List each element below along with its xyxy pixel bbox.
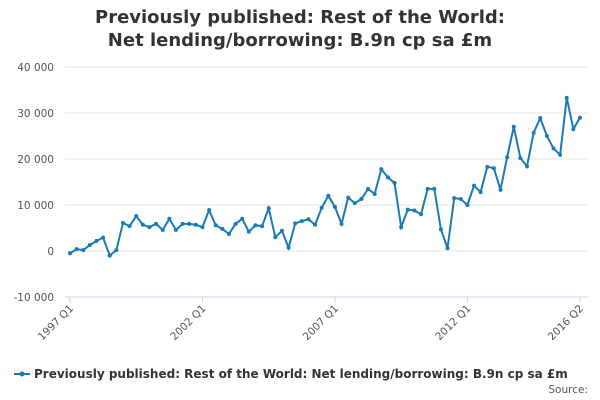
data-point bbox=[419, 212, 424, 217]
data-point bbox=[140, 222, 145, 227]
data-point bbox=[180, 221, 185, 226]
data-point bbox=[346, 195, 351, 200]
data-point bbox=[465, 203, 470, 207]
data-point bbox=[392, 180, 397, 185]
data-point bbox=[213, 223, 218, 228]
data-point bbox=[518, 156, 523, 161]
x-tick-label: 1997 Q1 bbox=[36, 303, 76, 343]
data-point bbox=[485, 164, 490, 169]
series-line bbox=[69, 97, 581, 258]
data-point bbox=[498, 187, 503, 192]
data-point bbox=[246, 229, 251, 234]
data-point bbox=[120, 220, 125, 225]
data-point bbox=[299, 219, 304, 224]
data-point bbox=[544, 134, 549, 138]
data-point bbox=[313, 222, 318, 227]
data-point bbox=[491, 166, 496, 171]
data-point bbox=[74, 247, 79, 252]
data-point bbox=[432, 186, 437, 191]
data-point bbox=[472, 183, 477, 188]
data-point bbox=[405, 207, 410, 212]
data-point bbox=[525, 164, 530, 169]
data-point bbox=[558, 152, 563, 157]
data-point bbox=[134, 214, 139, 219]
data-point bbox=[173, 227, 178, 232]
data-point bbox=[200, 225, 205, 230]
data-point bbox=[564, 95, 569, 100]
data-point bbox=[226, 231, 231, 236]
data-point bbox=[167, 216, 172, 221]
data-point bbox=[279, 228, 284, 233]
data-point bbox=[385, 175, 390, 180]
data-point bbox=[505, 155, 510, 160]
data-point bbox=[478, 190, 483, 195]
data-point bbox=[578, 115, 582, 120]
data-point bbox=[458, 197, 463, 202]
data-point bbox=[452, 196, 457, 201]
y-tick-label: 40 000 bbox=[17, 62, 54, 74]
data-point bbox=[425, 186, 430, 191]
x-tick-label: 2002 Q1 bbox=[168, 303, 208, 343]
data-point bbox=[160, 227, 165, 232]
data-point bbox=[220, 226, 225, 231]
data-point bbox=[445, 246, 450, 251]
data-point bbox=[538, 116, 543, 121]
data-point bbox=[94, 238, 99, 243]
y-tick-label: 10 000 bbox=[17, 200, 54, 212]
data-point bbox=[81, 248, 86, 253]
data-point bbox=[319, 205, 324, 210]
data-point bbox=[266, 206, 271, 211]
data-point bbox=[412, 208, 417, 213]
data-point bbox=[240, 216, 245, 221]
y-tick-label: 0 bbox=[47, 246, 54, 258]
data-point bbox=[101, 235, 106, 240]
data-point bbox=[273, 235, 278, 240]
data-point bbox=[187, 221, 192, 226]
data-point bbox=[332, 204, 337, 209]
data-point bbox=[339, 221, 344, 226]
data-point bbox=[399, 225, 404, 230]
x-tick-label: 2012 Q1 bbox=[433, 303, 473, 343]
data-point bbox=[372, 191, 377, 196]
x-tick-label: 2016 Q2 bbox=[546, 303, 586, 343]
data-point bbox=[253, 223, 258, 228]
data-point bbox=[87, 243, 92, 248]
data-point bbox=[551, 146, 556, 151]
data-point bbox=[68, 251, 72, 256]
chart-title: Previously published: Rest of the World:… bbox=[95, 7, 505, 51]
legend-marker bbox=[19, 371, 25, 377]
data-point bbox=[511, 124, 516, 129]
data-point bbox=[438, 227, 443, 232]
x-tick-label: 2007 Q1 bbox=[301, 303, 341, 343]
data-point bbox=[293, 221, 298, 226]
data-point bbox=[107, 253, 112, 258]
source: Source: bbox=[548, 384, 588, 396]
data-point bbox=[571, 127, 576, 132]
data-point bbox=[114, 248, 119, 253]
y-tick-label: 20 000 bbox=[17, 154, 54, 166]
data-point bbox=[359, 197, 364, 202]
data-point bbox=[154, 221, 159, 226]
data-point bbox=[326, 193, 331, 198]
data-point bbox=[147, 225, 152, 230]
y-tick-label: -10 000 bbox=[13, 292, 54, 304]
data-point bbox=[306, 217, 311, 222]
data-point bbox=[127, 224, 132, 229]
legend-label: Previously published: Rest of the World:… bbox=[34, 367, 568, 381]
y-tick-label: 30 000 bbox=[17, 108, 54, 120]
data-point bbox=[207, 208, 212, 213]
data-point bbox=[233, 221, 238, 226]
data-point bbox=[379, 167, 384, 172]
data-point bbox=[286, 245, 291, 250]
data-point bbox=[531, 130, 536, 135]
data-point bbox=[193, 222, 198, 227]
data-point bbox=[352, 201, 357, 206]
data-point bbox=[260, 224, 265, 229]
data-point bbox=[366, 186, 371, 191]
